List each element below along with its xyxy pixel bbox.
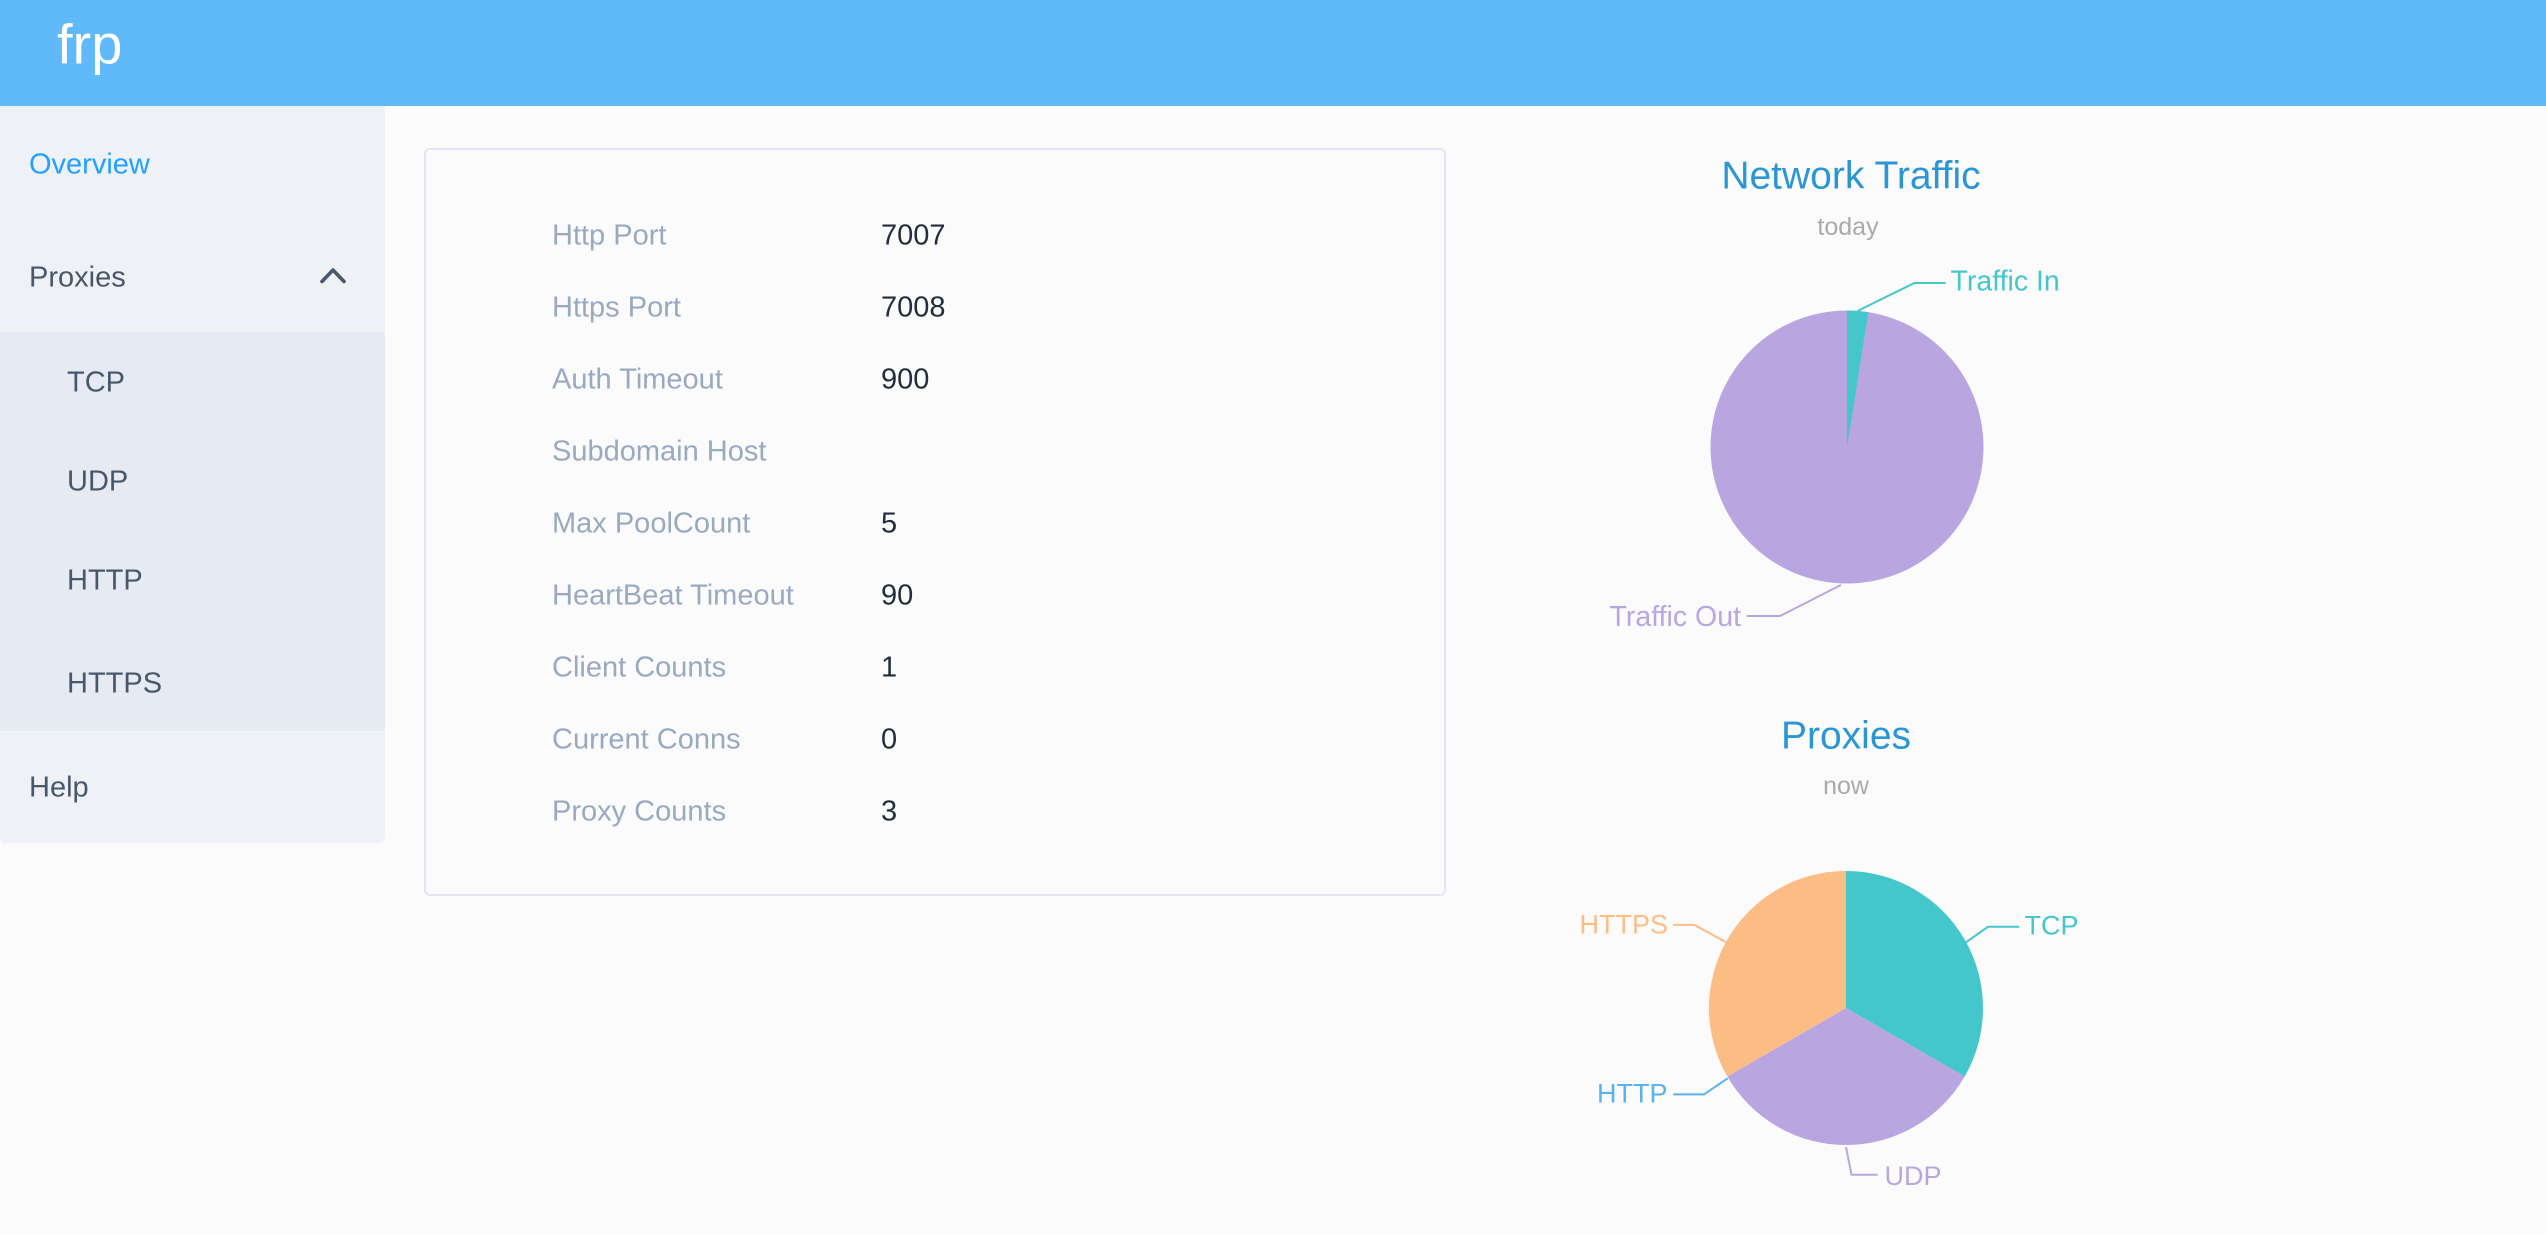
svg-text:Traffic In: Traffic In xyxy=(1951,266,2060,298)
svg-text:Network Traffic: Network Traffic xyxy=(1721,155,1980,198)
svg-text:UDP: UDP xyxy=(1885,1161,1942,1191)
svg-text:Traffic Out: Traffic Out xyxy=(1610,601,1742,633)
svg-text:HTTPS: HTTPS xyxy=(1579,910,1668,940)
svg-text:TCP: TCP xyxy=(2025,910,2079,940)
svg-text:today: today xyxy=(1817,213,1879,241)
svg-text:HTTP: HTTP xyxy=(1597,1078,1668,1108)
svg-text:now: now xyxy=(1823,772,1870,800)
svg-text:Proxies: Proxies xyxy=(1781,715,1911,758)
